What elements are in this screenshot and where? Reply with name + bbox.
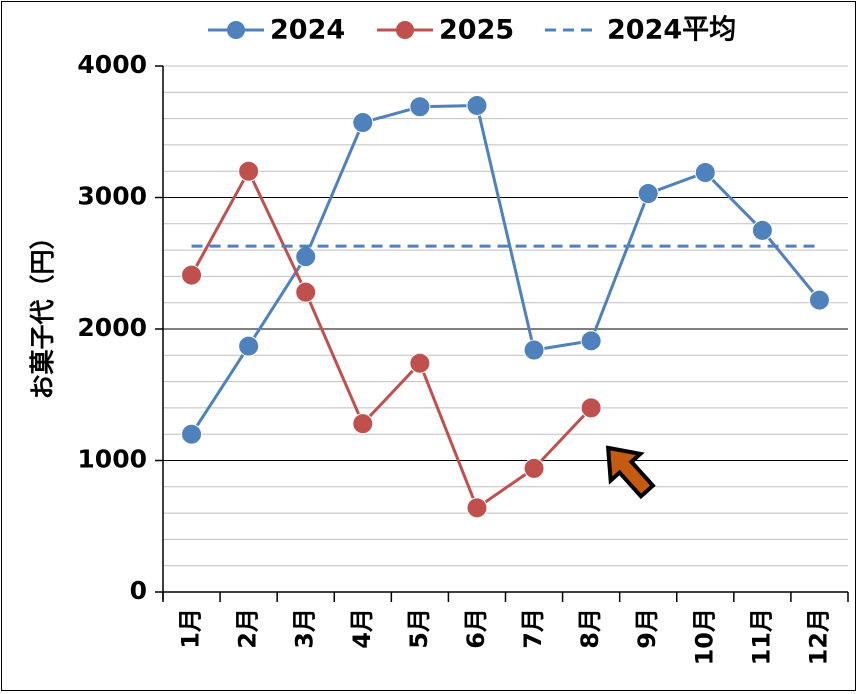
data-point-2024	[637, 183, 659, 205]
data-point-2024	[751, 219, 773, 241]
x-tick-label: 12月	[804, 608, 832, 665]
data-point-2025	[352, 413, 374, 435]
data-point-2024	[466, 94, 488, 116]
x-tick-label: 6月	[462, 608, 490, 649]
legend-label: 2024平均	[607, 15, 736, 46]
legend: 2024 2025 2024平均	[208, 15, 736, 46]
x-tick-label: 3月	[291, 608, 319, 649]
arrow-shape	[605, 445, 656, 500]
series	[181, 94, 830, 519]
x-tick-label: 4月	[348, 608, 376, 649]
y-tick-label: 0	[130, 576, 147, 605]
x-tick-label: 7月	[519, 608, 547, 649]
data-point-2025	[295, 281, 317, 303]
x-tick-label: 8月	[576, 608, 604, 649]
legend-marker	[396, 21, 414, 39]
data-point-2025	[181, 264, 203, 286]
data-point-2024	[409, 96, 431, 118]
annotations	[605, 445, 656, 500]
x-tick-label: 10月	[690, 608, 718, 665]
data-point-2025	[466, 497, 488, 519]
x-tick-label: 9月	[633, 608, 661, 649]
data-point-2024	[523, 339, 545, 361]
series-line-2024	[190, 103, 821, 436]
data-point-2024	[808, 289, 830, 311]
tick-labels: 0 1000 2000 3000 4000 1月 2月 3月 4月 5月 6月 7月 8月 9月 10月 11…	[77, 50, 832, 665]
y-tick-label: 1000	[77, 445, 147, 474]
data-point-2025	[238, 160, 260, 182]
data-point-2024	[238, 335, 260, 357]
y-tick-label: 2000	[77, 313, 147, 342]
data-point-2024	[580, 330, 602, 352]
legend-label: 2025	[439, 15, 514, 46]
y-axis-label: お菓子代（円）	[28, 224, 57, 399]
data-point-2024	[295, 246, 317, 268]
legend-marker	[227, 21, 245, 39]
gridlines	[163, 65, 848, 567]
x-tick-label: 5月	[405, 608, 433, 649]
data-point-2024	[352, 112, 374, 134]
x-tick-label: 1月	[177, 608, 205, 649]
x-tick-label: 11月	[747, 608, 775, 665]
highlight-arrow-icon	[605, 445, 656, 500]
data-point-2024	[694, 162, 716, 184]
data-point-2025	[523, 457, 545, 479]
data-point-2025	[580, 397, 602, 419]
y-tick-label: 4000	[77, 50, 147, 79]
axes	[155, 65, 849, 602]
x-tick-label: 2月	[234, 608, 262, 649]
series-line-2025	[190, 169, 593, 510]
data-point-2024	[181, 423, 203, 445]
legend-label: 2024	[270, 15, 345, 46]
data-point-2025	[409, 352, 431, 374]
y-tick-label: 3000	[77, 182, 147, 211]
